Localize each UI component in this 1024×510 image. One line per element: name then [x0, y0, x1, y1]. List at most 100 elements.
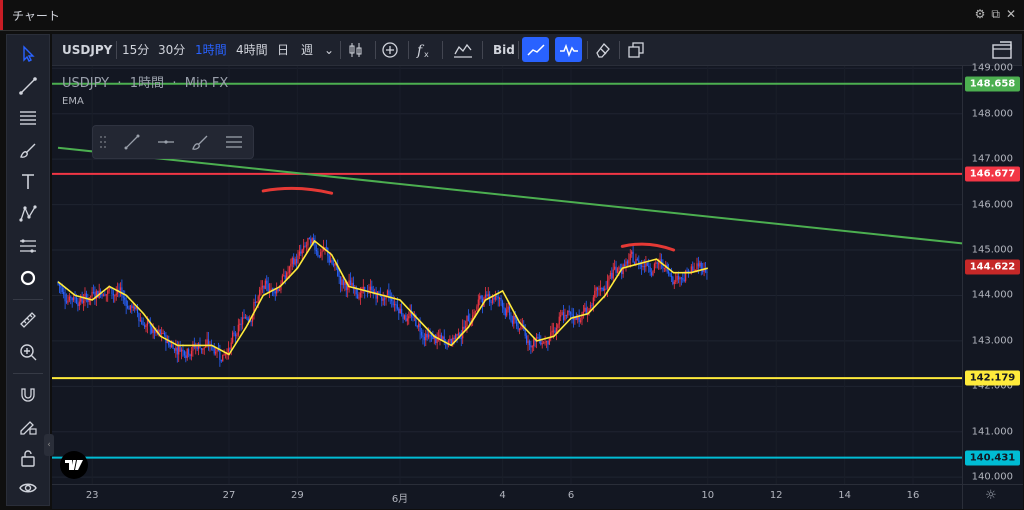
float-lines-icon[interactable] — [221, 130, 247, 154]
candle — [291, 256, 293, 270]
float-trendline-icon[interactable] — [119, 130, 145, 154]
candles-icon[interactable] — [344, 37, 368, 62]
lock-drawing-icon[interactable] — [7, 411, 49, 441]
candle — [621, 263, 623, 280]
ruler-icon[interactable] — [7, 305, 49, 335]
candle — [325, 239, 327, 251]
interval-dropdown-chevron-down-icon[interactable]: ⌄ — [324, 42, 335, 57]
candle — [233, 326, 235, 337]
candle — [558, 312, 560, 329]
eye-icon[interactable] — [7, 473, 49, 503]
candle — [527, 334, 529, 352]
cursor-icon[interactable] — [7, 39, 49, 69]
candle — [598, 285, 600, 296]
time-axis[interactable]: 23 27 29 6月 4 6 10 12 14 16 — [52, 484, 962, 509]
candle — [114, 294, 116, 303]
candle — [87, 293, 89, 308]
measure-lines-icon[interactable] — [7, 231, 49, 261]
candle — [416, 325, 418, 329]
toolbar-divider — [518, 41, 519, 59]
zoom-in-icon[interactable] — [7, 337, 49, 367]
interval-15m[interactable]: 15分 — [122, 43, 150, 57]
candle — [692, 261, 694, 273]
bid-button[interactable]: Bid — [493, 42, 515, 57]
pulse-icon[interactable] — [555, 37, 582, 62]
candle — [304, 242, 306, 248]
price-axis[interactable]: 149.000 148.000 147.000 146.000 145.000 144.0… — [962, 63, 1023, 484]
float-hline-icon[interactable] — [153, 130, 179, 154]
indicator-legend-ema[interactable]: EMA — [62, 96, 84, 107]
candle — [504, 307, 506, 320]
chart-legend: USDJPY · 1時間 · Min FX — [62, 76, 229, 91]
horizontal-lines-icon[interactable] — [7, 103, 49, 133]
settings-icon[interactable]: ⚙ — [974, 7, 986, 21]
pattern-icon[interactable] — [7, 199, 49, 229]
interval-30m[interactable]: 30分 — [158, 43, 186, 57]
candle — [375, 286, 377, 306]
window-title: チャート — [12, 9, 60, 23]
add-compare-icon[interactable] — [378, 37, 402, 62]
popout-icon[interactable]: ⧉ — [991, 7, 1000, 21]
time-tick-label: 6月 — [391, 494, 409, 505]
candle — [112, 289, 114, 303]
interval-day[interactable]: 日 — [277, 43, 290, 57]
candle — [693, 262, 695, 271]
toolbar-divider — [587, 41, 588, 59]
candle — [165, 331, 167, 351]
brush-icon[interactable] — [7, 135, 49, 165]
layout-window-icon[interactable] — [988, 37, 1016, 62]
line-chart-icon[interactable] — [522, 37, 549, 62]
candle — [348, 273, 350, 293]
candle — [480, 294, 482, 303]
candle — [271, 287, 274, 297]
candle — [565, 314, 567, 320]
title-accent — [0, 0, 3, 30]
candle — [631, 250, 633, 258]
float-brush-icon[interactable] — [187, 130, 213, 154]
candle — [126, 300, 129, 310]
time-tick-label: 12 — [769, 490, 783, 501]
candle — [290, 258, 292, 275]
candle — [440, 332, 442, 341]
candle — [84, 287, 86, 307]
interval-1h[interactable]: 1時間 — [195, 43, 227, 57]
symbol-button[interactable]: USDJPY — [62, 42, 113, 57]
candle — [77, 297, 79, 312]
magnet-icon[interactable] — [7, 379, 49, 409]
copy-layout-icon[interactable] — [624, 37, 648, 62]
candle — [663, 267, 665, 273]
candle — [172, 340, 174, 349]
candle — [244, 314, 247, 319]
trendline-icon[interactable] — [7, 71, 49, 101]
candle — [541, 339, 543, 349]
templates-icon[interactable] — [450, 37, 476, 62]
candle — [102, 293, 105, 297]
candle — [298, 244, 300, 260]
eraser-icon[interactable] — [591, 37, 615, 62]
candle — [253, 298, 255, 320]
close-icon[interactable]: ✕ — [1005, 7, 1016, 21]
candle — [118, 283, 120, 298]
candle — [550, 325, 552, 342]
candle — [357, 288, 359, 299]
unlock-icon[interactable] — [7, 443, 49, 473]
candle — [686, 267, 688, 272]
interval-week[interactable]: 週 — [301, 43, 314, 57]
interval-4h[interactable]: 4時間 — [236, 43, 268, 57]
collapse-toolbar-chevron-left-icon[interactable]: ‹ — [44, 434, 54, 456]
candle — [246, 315, 248, 320]
circle-icon[interactable] — [7, 263, 49, 293]
candle — [629, 249, 631, 268]
candle — [239, 319, 241, 332]
candle — [105, 294, 107, 302]
sun-settings-icon[interactable]: ☼ — [985, 488, 997, 503]
candle — [131, 303, 133, 314]
candle — [227, 341, 229, 360]
drag-handle-icon[interactable] — [95, 130, 111, 154]
text-icon[interactable] — [7, 167, 49, 197]
price-chart[interactable] — [52, 66, 962, 484]
candle — [507, 302, 509, 313]
candle — [82, 293, 85, 311]
annotation-arc — [620, 242, 676, 252]
